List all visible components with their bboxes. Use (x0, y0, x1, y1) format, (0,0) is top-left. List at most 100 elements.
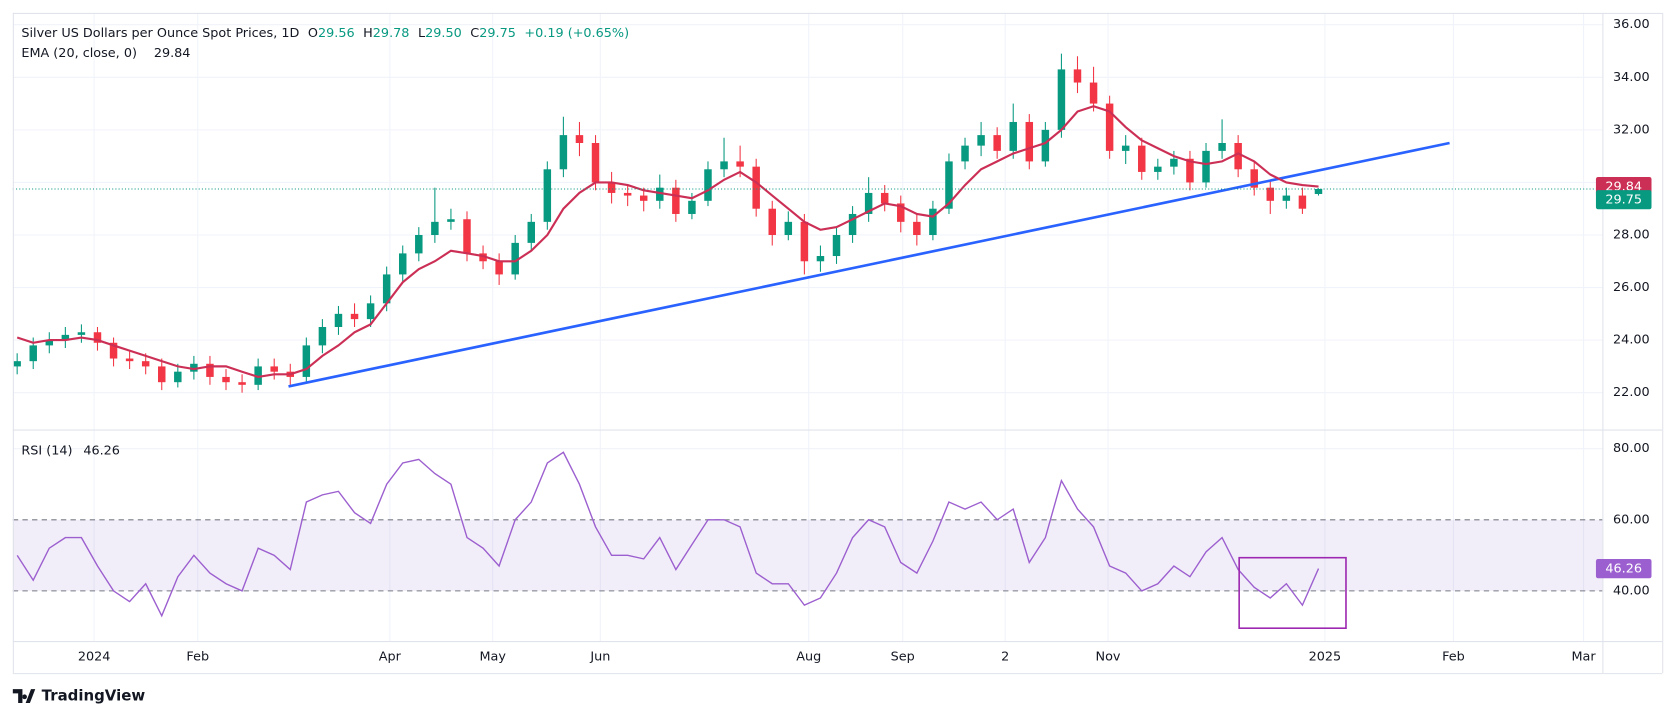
x-tick-label: Aug (796, 650, 821, 665)
candle-body (1073, 69, 1082, 83)
candle-body (13, 361, 21, 367)
candle-body (109, 342, 118, 359)
candle-body (1170, 158, 1178, 167)
candle-body (270, 366, 278, 372)
candle-body (880, 192, 889, 204)
candle-body (463, 219, 471, 254)
x-tick-label: 2024 (78, 650, 111, 665)
trendline (288, 141, 1450, 388)
candle-body (623, 192, 632, 196)
candle-body (575, 135, 584, 143)
candle-body (591, 142, 600, 183)
candle-body (1266, 187, 1275, 201)
indicator-value: 46.26 (83, 443, 120, 458)
candle-body (993, 135, 1001, 151)
candle-body (382, 274, 391, 304)
x-tick-label: 2 (1001, 650, 1009, 665)
y-tick-label: 32.00 (1613, 122, 1650, 137)
candle-body (415, 234, 423, 254)
indicator-value: 29.84 (154, 46, 191, 61)
candle-body (511, 242, 519, 275)
candle-body (672, 187, 680, 214)
candle-body (1250, 169, 1258, 188)
y-tick-label: 26.00 (1613, 280, 1650, 295)
ohlc-value: 29.78 (373, 26, 410, 41)
logo-mark (12, 689, 36, 703)
candle-body (190, 363, 198, 372)
candle-body (1234, 142, 1242, 170)
candle-body (1314, 188, 1323, 194)
candle-body (350, 313, 359, 320)
ohlc-value: 29.50 (425, 26, 462, 41)
grid-layer (12, 12, 1603, 642)
candle-body (398, 253, 407, 275)
symbol-title: Silver US Dollars per Ounce Spot Prices,… (21, 26, 299, 41)
candle-body (961, 145, 969, 162)
candle-body (1009, 121, 1017, 151)
x-tick-label: Apr (379, 650, 402, 665)
y-tick-label: 40.00 (1613, 583, 1650, 598)
candle-body (174, 371, 182, 383)
y-tick-label: 22.00 (1613, 385, 1650, 400)
candle-body (607, 182, 616, 193)
y-tick-label: 24.00 (1613, 333, 1650, 348)
candle-body (639, 195, 648, 201)
y-tick-label: 60.00 (1613, 512, 1650, 527)
candle-body (1105, 103, 1114, 151)
plot-layer (12, 53, 1603, 618)
candle-body (656, 187, 664, 201)
candle-body (800, 221, 809, 262)
indicator-name: EMA (20, close, 0) (21, 46, 137, 61)
candle-body (29, 345, 37, 362)
candle-body (527, 221, 535, 243)
candle-body (158, 366, 166, 383)
candle-body (238, 382, 246, 385)
candle-body (222, 376, 230, 383)
candle-body (61, 334, 70, 341)
x-tick-label: Mar (1571, 650, 1596, 665)
price-tag-label: 46.26 (1605, 562, 1642, 577)
x-tick-label: Jun (589, 650, 610, 665)
candle-body (1218, 142, 1226, 151)
candle-body (752, 166, 760, 209)
y-tick-label: 34.00 (1613, 70, 1650, 85)
x-tick-label: Feb (186, 650, 209, 665)
candle-body (559, 135, 568, 170)
candle-body (125, 358, 134, 362)
ohlc-key: O (308, 26, 318, 41)
candle-body (495, 261, 503, 275)
x-tick-label: Feb (1442, 650, 1465, 665)
candle-body (206, 363, 214, 377)
ohlc-key: C (470, 26, 479, 41)
candle-body (688, 200, 696, 214)
ohlc-value: 29.75 (479, 26, 516, 41)
brand-logo (12, 689, 36, 703)
price-tag-label: 29.75 (1605, 193, 1642, 208)
candle-body (1298, 195, 1307, 209)
candle-body (254, 366, 262, 385)
x-tick-label: 2025 (1309, 650, 1342, 665)
candle-body (864, 192, 873, 214)
price-tag (1595, 559, 1652, 579)
candle-body (543, 169, 552, 222)
candle-body (945, 161, 953, 209)
candle-body (318, 326, 327, 346)
candle-body (816, 256, 825, 262)
ema-line (16, 105, 1319, 379)
candle-body (1057, 69, 1066, 130)
candle-body (768, 208, 776, 235)
candle-body (1025, 121, 1034, 162)
candle-body (1138, 145, 1146, 172)
y-tick-label: 36.00 (1613, 17, 1650, 32)
candle-body (720, 161, 728, 170)
rsi-line (16, 451, 1320, 618)
candle-body (832, 234, 841, 257)
candle-body (1186, 158, 1194, 183)
candle-body (848, 213, 857, 235)
candle-body (1202, 150, 1210, 183)
candle-body (897, 203, 905, 222)
candle-body (784, 221, 793, 235)
